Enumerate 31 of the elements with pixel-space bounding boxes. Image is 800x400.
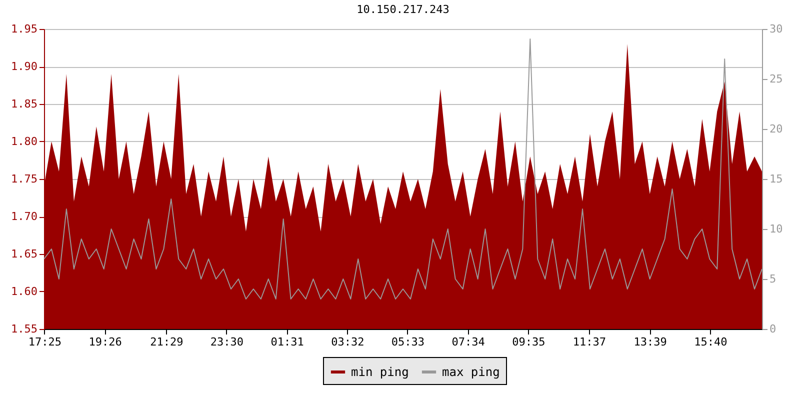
x-tick-label: 13:39 [634,336,667,348]
y-tick-label: 1.80 [11,135,38,148]
y2-tick-label: 5 [770,272,776,286]
x-tick-label: 03:32 [331,336,364,348]
y2-tick-label: 0 [770,322,776,336]
y2-tick-label: 10 [770,222,783,236]
y-tick-label: 1.75 [11,172,38,186]
x-tick-label: 19:26 [88,336,122,348]
chart-title: 10.150.217.243 [356,3,450,16]
legend-label: max ping [442,365,500,379]
y2-tick-label: 25 [770,72,783,86]
x-tick-label: 01:31 [270,336,304,348]
x-tick-label: 17:25 [28,336,62,348]
x-tick-label: 05:33 [391,336,425,348]
y2-tick-label: 30 [770,22,783,36]
x-tick-label: 07:34 [452,336,486,348]
legend-label: min ping [351,365,409,379]
y2-tick-label: 15 [770,172,783,186]
y-tick-label: 1.65 [11,248,38,260]
x-tick-label: 15:40 [694,336,728,348]
y-tick-label: 1.60 [11,285,38,298]
y-tick-label: 1.90 [11,60,38,73]
x-tick-label: 09:35 [512,336,546,348]
x-tick-label: 23:30 [210,336,244,348]
x-tick-label: 11:37 [572,336,606,348]
y-tick-label: 1.85 [11,98,38,110]
y-tick-label: 1.95 [11,22,38,36]
x-tick-label: 21:29 [150,336,184,348]
y-tick-label: 1.55 [11,322,38,336]
y2-tick-label: 20 [770,122,783,136]
y-tick-label: 1.70 [11,210,38,223]
